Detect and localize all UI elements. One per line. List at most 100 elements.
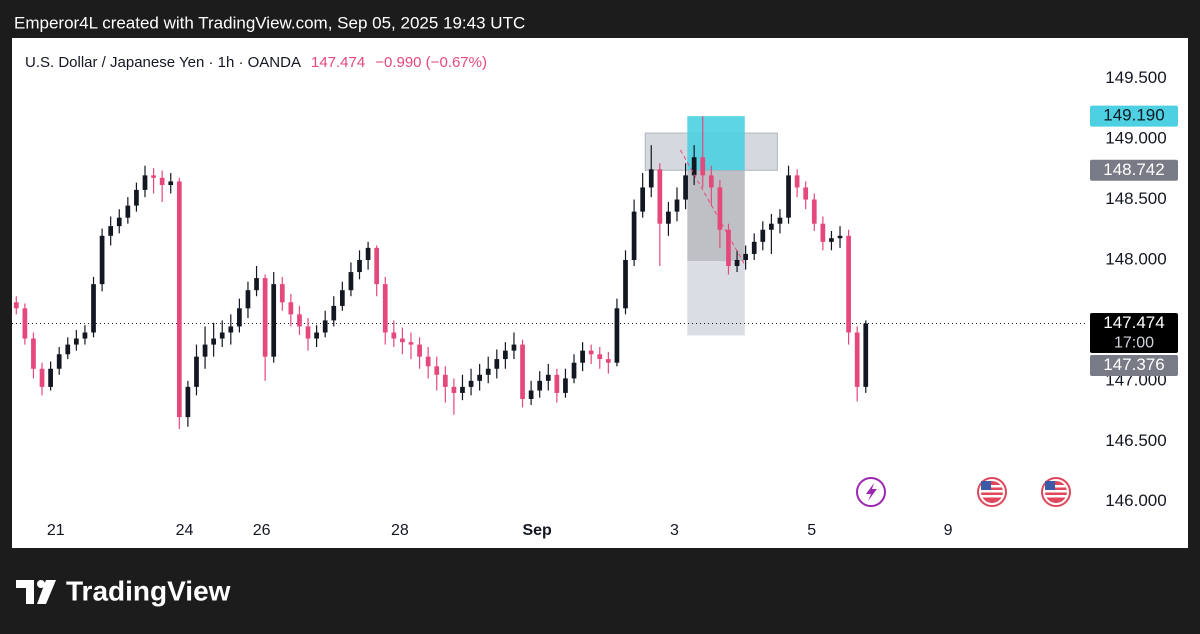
candle-body: [863, 323, 869, 387]
candle-body: [288, 302, 294, 315]
candle-body: [726, 229, 731, 267]
candle-body: [597, 354, 603, 360]
candle-body: [623, 259, 628, 309]
candle-body: [31, 338, 36, 369]
price-tag-label: 147.474: [1103, 313, 1164, 332]
candle-body: [700, 157, 706, 176]
position-stop: [687, 261, 745, 336]
candle-body: [331, 305, 337, 321]
price-tag: [1090, 159, 1178, 181]
candle-body: [142, 175, 148, 190]
candle-body: [811, 199, 817, 224]
price-tag: [1090, 313, 1178, 354]
path-drawing: [679, 149, 746, 266]
candle-body: [648, 169, 654, 188]
plot-layer: 146.000146.500147.000147.500148.000148.5…: [12, 68, 1178, 539]
candle-body: [425, 356, 431, 367]
price-tag: [1090, 105, 1178, 127]
y-tick-label: 146.500: [1105, 431, 1166, 450]
candle-body: [279, 284, 285, 303]
x-tick-label: 3: [670, 522, 679, 539]
legend-price: 147.474: [311, 54, 365, 71]
candle-body: [237, 308, 242, 327]
candle-body: [657, 169, 663, 224]
legend: U.S. Dollar / Japanese Yen · 1h · OANDA 1…: [25, 54, 487, 71]
candle-body: [537, 380, 543, 391]
candle-body: [417, 344, 422, 357]
candle-body: [176, 181, 182, 418]
x-tick-label: 5: [807, 522, 816, 539]
candle-body: [314, 332, 319, 339]
candle-body: [228, 326, 234, 333]
y-tick-label: 149.000: [1105, 129, 1166, 148]
candle-body: [794, 175, 800, 188]
legend-change: −0.990 (−0.67%): [375, 54, 487, 71]
x-tick-label: 21: [47, 522, 65, 539]
candle-body: [442, 374, 448, 387]
candle-body: [666, 211, 671, 224]
candle-body: [734, 259, 740, 267]
y-tick-label: 148.500: [1105, 189, 1166, 208]
candle-body: [777, 217, 783, 224]
candle-body: [708, 175, 714, 188]
candle-body: [760, 229, 766, 242]
price-tag: [1090, 355, 1178, 377]
y-tick-label: 146.000: [1105, 491, 1166, 510]
candle-body: [640, 187, 646, 212]
candle-body: [588, 350, 594, 355]
y-tick-label: 148.000: [1105, 249, 1166, 268]
candle-body: [477, 374, 482, 381]
candle-body: [357, 259, 362, 273]
price-tag-label: 148.742: [1103, 160, 1164, 179]
candle-body: [837, 235, 843, 239]
candle-body: [271, 284, 277, 357]
candle-body: [82, 332, 88, 339]
candle-body: [305, 326, 311, 339]
candle-body: [554, 374, 560, 393]
y-tick-label: 149.500: [1105, 68, 1166, 87]
candle-body: [22, 308, 28, 339]
candle-body: [511, 344, 517, 351]
candle-body: [408, 342, 414, 345]
candle-body: [48, 368, 53, 387]
brand-logo: [16, 580, 56, 604]
candle-body: [151, 175, 156, 178]
candle-body: [751, 241, 757, 254]
candle-body: [674, 199, 680, 212]
price-tag-label: 149.190: [1103, 106, 1164, 125]
x-tick-label: 26: [253, 522, 271, 539]
candle-body: [202, 344, 208, 357]
candle-body: [365, 247, 371, 260]
candle-body: [691, 157, 697, 176]
x-tick-label: Sep: [522, 522, 552, 539]
candle-body: [434, 366, 440, 375]
candle-body: [125, 205, 131, 218]
event-icon: [866, 483, 877, 501]
event-icons: [856, 477, 1071, 507]
candle-body: [382, 284, 388, 333]
candle-body: [13, 302, 19, 309]
x-tick-label: 24: [176, 522, 194, 539]
candle-body: [400, 338, 405, 343]
candle-body: [631, 211, 637, 260]
candle-body: [194, 356, 199, 387]
candle-body: [545, 374, 551, 381]
legend-title: U.S. Dollar / Japanese Yen · 1h · OANDA: [25, 54, 301, 71]
candle-body: [339, 290, 345, 306]
position-target: [687, 116, 745, 171]
candle-body: [571, 362, 577, 379]
candle-body: [159, 177, 165, 186]
x-tick-label: 9: [944, 522, 953, 539]
candle-body: [108, 226, 114, 236]
flag-icon: [977, 477, 1007, 507]
candle-body: [39, 368, 45, 387]
chart-panel: [12, 38, 1188, 548]
flag-icon: [1041, 477, 1071, 507]
candle-body: [65, 344, 71, 355]
candle-body: [99, 235, 105, 285]
candle-body: [219, 332, 225, 339]
candle-body: [460, 386, 465, 393]
candle-body: [245, 290, 251, 309]
